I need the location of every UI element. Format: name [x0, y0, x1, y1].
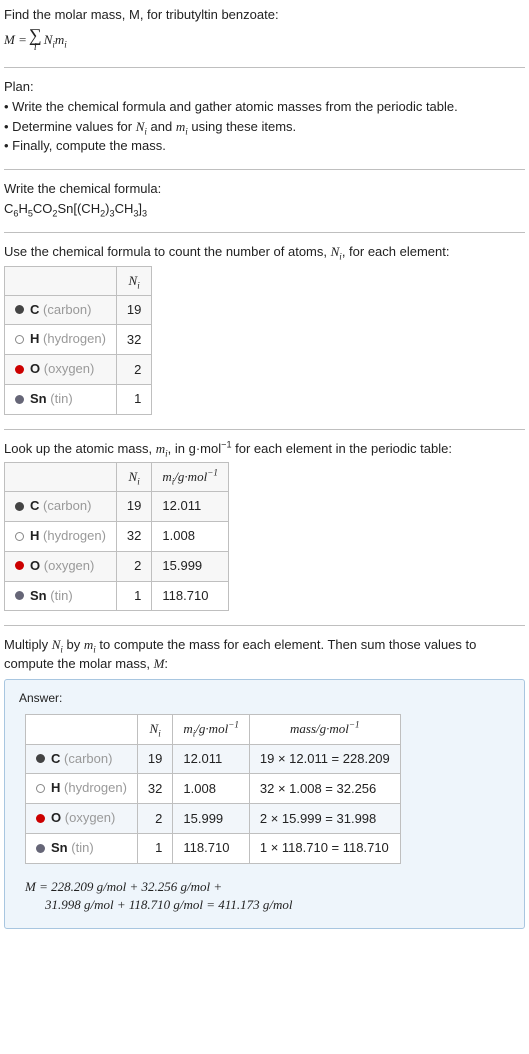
- dot-icon: [15, 591, 24, 600]
- dot-icon: [15, 502, 24, 511]
- dot-icon: [36, 844, 45, 853]
- count-atoms-label: Use the chemical formula to count the nu…: [4, 243, 525, 261]
- dot-icon: [15, 395, 24, 404]
- dot-icon: [15, 561, 24, 570]
- dot-icon: [36, 784, 45, 793]
- plan-label: Plan:: [4, 78, 525, 96]
- title: Find the molar mass, M, for tributyltin …: [4, 6, 525, 24]
- table-row: C (carbon)19: [5, 295, 152, 325]
- molar-mass-formula: M = ∑ i Nimi: [4, 26, 67, 53]
- table-row: O (oxygen)2: [5, 355, 152, 385]
- lookup-label: Look up the atomic mass, mi, in g·mol−1 …: [4, 440, 525, 458]
- table-row: H (hydrogen)321.008: [5, 521, 229, 551]
- write-formula-label: Write the chemical formula:: [4, 180, 525, 198]
- table-row: O (oxygen)215.9992 × 15.999 = 31.998: [26, 804, 401, 834]
- dot-icon: [36, 754, 45, 763]
- table-row: Sn (tin)1118.710: [5, 581, 229, 611]
- atomic-mass-table: Ni mi/g·mol−1 C (carbon)1912.011 H (hydr…: [4, 462, 229, 611]
- dot-icon: [36, 814, 45, 823]
- answer-label: Answer:: [19, 690, 510, 707]
- dot-icon: [15, 305, 24, 314]
- atom-count-table: Ni C (carbon)19 H (hydrogen)32 O (oxygen…: [4, 266, 152, 415]
- plan-item: • Write the chemical formula and gather …: [4, 98, 525, 116]
- table-row: C (carbon)1912.01119 × 12.011 = 228.209: [26, 744, 401, 774]
- table-row: Sn (tin)1: [5, 385, 152, 415]
- multiply-label: Multiply Ni by mi to compute the mass fo…: [4, 636, 525, 672]
- final-answer: M = 228.209 g/mol + 32.256 g/mol + 31.99…: [25, 878, 510, 914]
- table-row: O (oxygen)215.999: [5, 551, 229, 581]
- answer-box: Answer: Ni mi/g·mol−1 mass/g·mol−1 C (ca…: [4, 679, 525, 929]
- dot-icon: [15, 532, 24, 541]
- answer-table: Ni mi/g·mol−1 mass/g·mol−1 C (carbon)191…: [25, 714, 401, 863]
- dot-icon: [15, 335, 24, 344]
- table-row: H (hydrogen)32: [5, 325, 152, 355]
- plan-item: • Finally, compute the mass.: [4, 137, 525, 155]
- chemical-formula: C6H5CO2Sn[(CH2)3CH3]3: [4, 200, 525, 218]
- plan-item: • Determine values for Ni and mi using t…: [4, 118, 525, 136]
- dot-icon: [15, 365, 24, 374]
- table-row: H (hydrogen)321.00832 × 1.008 = 32.256: [26, 774, 401, 804]
- table-row: C (carbon)1912.011: [5, 492, 229, 522]
- table-row: Sn (tin)1118.7101 × 118.710 = 118.710: [26, 834, 401, 864]
